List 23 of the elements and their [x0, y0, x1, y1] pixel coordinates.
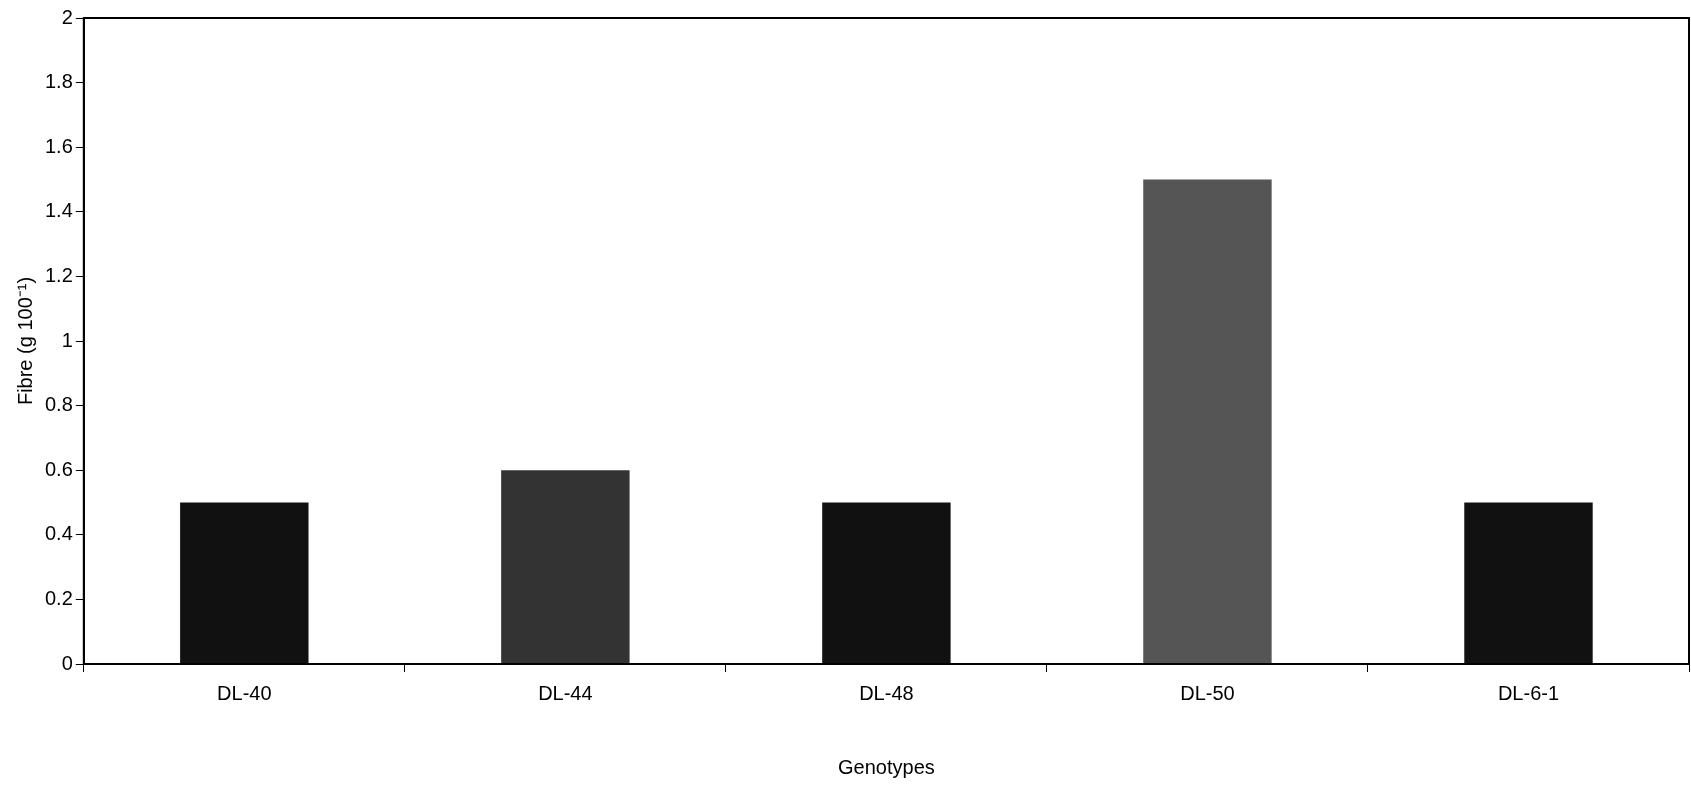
x-tick-label: DL-50 [1180, 681, 1235, 704]
bar [501, 470, 630, 664]
y-tick-label: 0.2 [44, 586, 73, 609]
x-tick-label: DL-48 [859, 681, 914, 704]
y-axis-title: Fibre (g 100⁻¹) [13, 276, 36, 406]
y-tick-label: 1.6 [44, 134, 73, 157]
bar [1464, 502, 1593, 664]
y-tick-label: 0 [61, 651, 73, 674]
x-tick-label: DL-6-1 [1497, 681, 1560, 704]
y-tick-label: 0.8 [44, 393, 73, 416]
bar [1143, 179, 1272, 664]
y-tick-label: 0.6 [44, 457, 73, 480]
y-tick-label: 0.4 [44, 522, 73, 545]
bar [180, 502, 309, 664]
y-tick-label: 1.8 [44, 70, 73, 93]
y-tick-label: 1.4 [44, 199, 73, 222]
y-tick-label: 1.2 [44, 263, 73, 286]
y-tick-label: 2 [61, 5, 73, 28]
y-tick-label: 1 [61, 328, 73, 351]
x-tick-label: DL-44 [538, 681, 593, 704]
x-axis-title: Genotypes [838, 755, 935, 778]
x-tick-label: DL-40 [217, 681, 272, 704]
bar [822, 502, 951, 664]
